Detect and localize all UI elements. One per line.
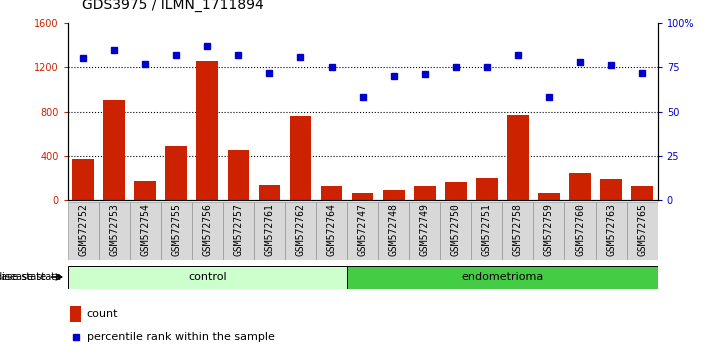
Text: GSM572748: GSM572748 (389, 204, 399, 256)
Text: GSM572764: GSM572764 (326, 204, 336, 256)
Text: GSM572750: GSM572750 (451, 204, 461, 256)
Bar (70, 306, 81, 321)
Text: GSM572757: GSM572757 (233, 204, 243, 256)
Bar (410, 202, 440, 260)
Bar (285, 202, 316, 260)
Text: GSM572762: GSM572762 (296, 204, 306, 256)
Text: GSM572765: GSM572765 (637, 204, 647, 256)
Text: GSM572747: GSM572747 (358, 204, 368, 256)
Bar (570, 173, 591, 200)
Bar (254, 202, 285, 260)
Bar (103, 101, 125, 200)
Bar (223, 202, 254, 260)
Bar (259, 184, 280, 200)
Bar (134, 181, 156, 200)
Bar (476, 178, 498, 200)
Text: GSM572763: GSM572763 (606, 204, 616, 256)
Bar (347, 266, 658, 289)
Bar (321, 185, 343, 200)
Text: control: control (188, 272, 227, 282)
Text: disease state: disease state (0, 272, 46, 282)
Text: GSM572751: GSM572751 (482, 204, 492, 256)
Bar (440, 202, 471, 260)
Text: GSM572755: GSM572755 (171, 204, 181, 256)
Bar (503, 202, 533, 260)
Bar (378, 202, 410, 260)
Bar (161, 202, 192, 260)
Text: GSM572752: GSM572752 (78, 204, 88, 256)
Bar (507, 115, 529, 200)
Text: percentile rank within the sample: percentile rank within the sample (87, 332, 274, 342)
Bar (68, 266, 347, 289)
Bar (538, 193, 560, 200)
Text: GSM572753: GSM572753 (109, 204, 119, 256)
Bar (316, 202, 347, 260)
Bar (73, 159, 94, 200)
Text: GSM572759: GSM572759 (544, 204, 554, 256)
Text: GSM572760: GSM572760 (575, 204, 585, 256)
Bar (600, 179, 622, 200)
Bar (626, 202, 658, 260)
Bar (68, 202, 99, 260)
Bar (347, 202, 378, 260)
Bar (166, 146, 187, 200)
Bar (192, 202, 223, 260)
Text: GSM572749: GSM572749 (419, 204, 429, 256)
Bar (471, 202, 503, 260)
Text: GDS3975 / ILMN_1711894: GDS3975 / ILMN_1711894 (82, 0, 264, 12)
Bar (196, 61, 218, 200)
Bar (228, 150, 250, 200)
Bar (129, 202, 161, 260)
Text: GSM572756: GSM572756 (203, 204, 213, 256)
Text: disease state: disease state (0, 272, 64, 282)
Bar (533, 202, 565, 260)
Bar (99, 202, 129, 260)
Text: GSM572761: GSM572761 (264, 204, 274, 256)
Bar (565, 202, 596, 260)
Bar (414, 185, 436, 200)
Text: GSM572758: GSM572758 (513, 204, 523, 256)
Bar (631, 185, 653, 200)
Bar (596, 202, 626, 260)
Text: count: count (87, 309, 118, 319)
Text: endometrioma: endometrioma (461, 272, 543, 282)
Bar (383, 189, 405, 200)
Bar (352, 193, 373, 200)
Bar (445, 182, 466, 200)
Text: GSM572754: GSM572754 (140, 204, 150, 256)
Bar (289, 116, 311, 200)
